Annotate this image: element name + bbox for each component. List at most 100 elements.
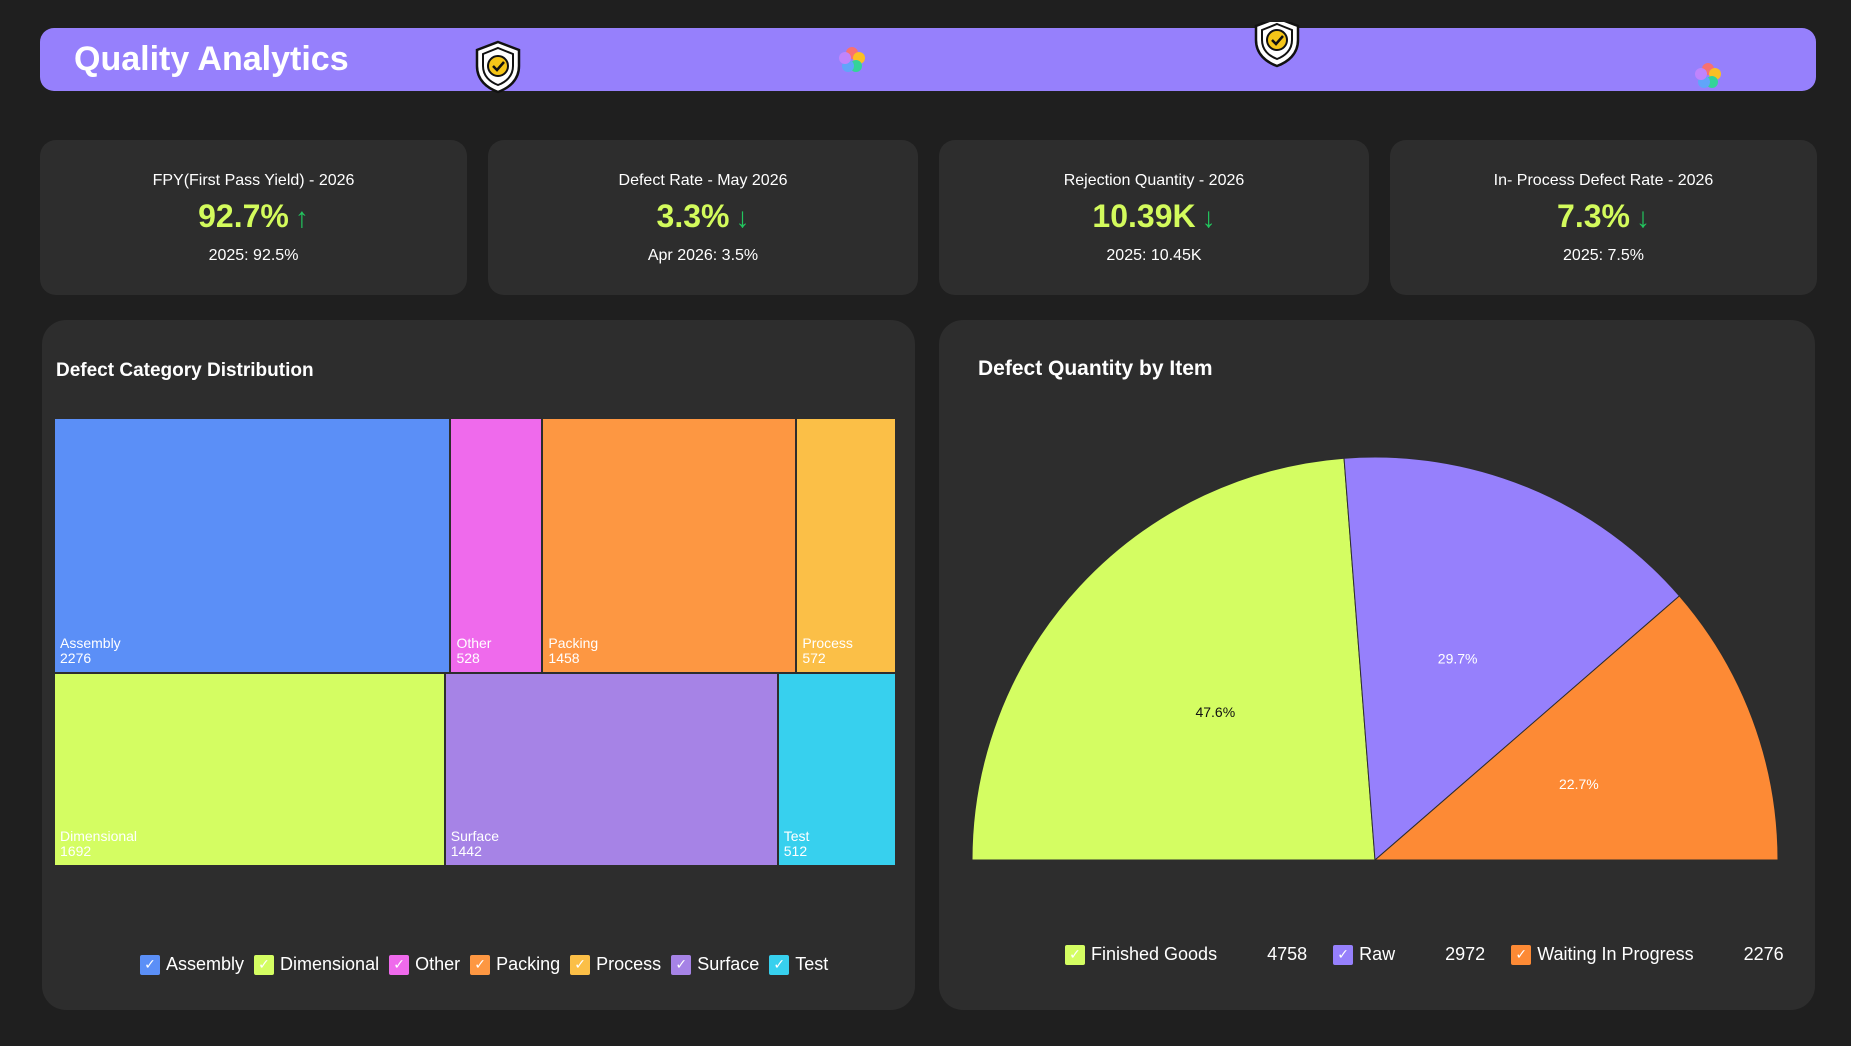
treemap-cell-label: Other 528 bbox=[456, 636, 491, 666]
treemap-category-value: 1458 bbox=[548, 650, 580, 667]
checkbox-icon[interactable]: ✓ bbox=[254, 954, 275, 975]
treemap-cell-label: Packing 1458 bbox=[548, 636, 598, 666]
treemap-category-value: 1692 bbox=[60, 842, 92, 859]
treemap-cell-dimensional[interactable]: Dimensional 1692 bbox=[54, 673, 445, 866]
checkbox-icon[interactable]: ✓ bbox=[1511, 944, 1532, 965]
treemap-cell-other[interactable]: Other 528 bbox=[450, 418, 543, 674]
kpi-title: FPY(First Pass Yield) - 2026 bbox=[152, 172, 355, 189]
treemap-cell-test[interactable]: Test 512 bbox=[777, 673, 896, 866]
legend-label: Other bbox=[415, 954, 461, 974]
legend-item-assembly[interactable]: ✓ Assembly bbox=[140, 954, 244, 975]
treemap-cell-label: Process 572 bbox=[802, 636, 853, 666]
arrow-down-icon: ↓ bbox=[735, 202, 750, 233]
pie-slice-raw[interactable] bbox=[1343, 456, 1681, 862]
legend-label: Raw bbox=[1359, 944, 1396, 964]
checkbox-icon[interactable]: ✓ bbox=[470, 954, 491, 975]
pie-slice-finished-goods[interactable] bbox=[971, 457, 1376, 861]
treemap-category-name: Dimensional bbox=[60, 827, 138, 844]
checkbox-icon[interactable]: ✓ bbox=[769, 954, 790, 975]
kpi-comparison: 2025: 10.45K bbox=[1106, 247, 1202, 264]
treemap-cell-label: Assembly 2276 bbox=[60, 636, 121, 666]
arrow-up-icon: ↑ bbox=[294, 202, 309, 233]
legend-item-packing[interactable]: ✓ Packing bbox=[470, 954, 560, 975]
flower-icon bbox=[839, 47, 865, 72]
checkbox-icon[interactable]: ✓ bbox=[1065, 944, 1085, 965]
treemap-category-value: 528 bbox=[456, 650, 480, 667]
shield-check-icon bbox=[475, 40, 521, 94]
legend-label: Finished Goods bbox=[1091, 944, 1218, 964]
legend-label: Test bbox=[795, 954, 829, 974]
legend-label: Surface bbox=[697, 954, 760, 974]
legend-label: Dimensional bbox=[280, 954, 380, 974]
treemap-category-name: Packing bbox=[548, 635, 599, 652]
legend-label: Packing bbox=[496, 954, 561, 974]
kpi-comparison: 2025: 7.5% bbox=[1563, 247, 1644, 264]
kpi-value-row: 10.39K ↓ bbox=[939, 198, 1369, 235]
kpi-value: 7.3% bbox=[1557, 198, 1630, 234]
kpi-value: 92.7% bbox=[198, 198, 289, 234]
legend-label: Process bbox=[596, 954, 662, 974]
legend-value: 2972 bbox=[1445, 944, 1486, 964]
page-title: Quality Analytics bbox=[74, 40, 349, 78]
pie-title: Defect Quantity by Item bbox=[978, 357, 1213, 380]
treemap-cell-label: Dimensional 1692 bbox=[60, 827, 138, 859]
treemap-category-value: 2276 bbox=[60, 650, 92, 667]
checkbox-icon[interactable]: ✓ bbox=[1333, 944, 1354, 965]
kpi-value-row: 92.7% ↑ bbox=[40, 198, 467, 235]
flower-icon bbox=[1695, 63, 1721, 88]
legend-item-surface[interactable]: ✓ Surface bbox=[671, 954, 759, 975]
treemap-category-value: 1442 bbox=[450, 842, 482, 859]
legend-item-waiting-in-progress[interactable]: ✓ Waiting In Progress 2276 bbox=[1511, 944, 1799, 965]
pie-panel: Defect Quantity by Item 47.6% 29.7% 22.7% … bbox=[939, 320, 1815, 1010]
treemap-category-name: Assembly bbox=[60, 635, 121, 652]
legend-label: Assembly bbox=[166, 954, 245, 974]
checkbox-icon[interactable]: ✓ bbox=[140, 954, 160, 975]
kpi-value-row: 3.3% ↓ bbox=[488, 198, 918, 235]
kpi-card-defect-rate: Defect Rate - May 2026 3.3% ↓ Apr 2026: 3… bbox=[488, 140, 918, 295]
pie-legend: ✓ Finished Goods 4758 ✓ Raw 2972 ✓ Waiting In P… bbox=[1065, 944, 1810, 965]
treemap-cell-label: Test 512 bbox=[783, 827, 810, 859]
legend-label: Waiting In Progress bbox=[1537, 944, 1694, 964]
pie-slice-waiting-in-progress[interactable] bbox=[1373, 595, 1779, 861]
checkbox-icon[interactable]: ✓ bbox=[389, 954, 410, 975]
treemap-cell-label: Surface 1442 bbox=[450, 827, 499, 859]
legend-item-test[interactable]: ✓ Test bbox=[769, 954, 828, 975]
treemap-category-name: Test bbox=[783, 827, 810, 844]
treemap-legend: ✓ Assembly ✓ Dimensional ✓ Other ✓ Packing ✓ Proc… bbox=[140, 954, 838, 975]
kpi-card-fpy: FPY(First Pass Yield) - 2026 92.7% ↑ 2025… bbox=[40, 140, 467, 295]
pie-chart: 47.6% 29.7% 22.7% bbox=[971, 456, 1779, 862]
treemap-category-name: Surface bbox=[450, 827, 499, 844]
kpi-title: In- Process Defect Rate - 2026 bbox=[1493, 172, 1714, 189]
pie-percent-label: 29.7% bbox=[1438, 651, 1478, 667]
treemap-chart: Assembly 2276 Other 528 Packing 1458 Process 57… bbox=[54, 418, 896, 866]
treemap-cell-process[interactable]: Process 572 bbox=[796, 418, 896, 674]
treemap-cell-packing[interactable]: Packing 1458 bbox=[542, 418, 797, 674]
kpi-value: 10.39K bbox=[1092, 198, 1196, 234]
kpi-comparison: 2025: 92.5% bbox=[208, 247, 299, 264]
legend-value: 4758 bbox=[1267, 944, 1308, 964]
shield-check-icon bbox=[1254, 22, 1300, 68]
kpi-card-in-process-defect-rate: In- Process Defect Rate - 2026 7.3% ↓ 202… bbox=[1390, 140, 1817, 295]
legend-value: 2276 bbox=[1743, 944, 1784, 964]
kpi-card-rejection-quantity: Rejection Quantity - 2026 10.39K ↓ 2025: … bbox=[939, 140, 1369, 295]
treemap-title: Defect Category Distribution bbox=[56, 360, 314, 381]
treemap-category-value: 572 bbox=[802, 650, 826, 667]
treemap-cell-assembly[interactable]: Assembly 2276 bbox=[54, 418, 451, 674]
header-bar: Quality Analytics bbox=[40, 22, 1816, 94]
checkbox-icon[interactable]: ✓ bbox=[570, 954, 591, 975]
treemap-category-name: Other bbox=[456, 635, 492, 652]
kpi-value-row: 7.3% ↓ bbox=[1390, 198, 1817, 235]
legend-item-process[interactable]: ✓ Process bbox=[570, 954, 661, 975]
checkbox-icon[interactable]: ✓ bbox=[671, 954, 692, 975]
legend-item-dimensional[interactable]: ✓ Dimensional bbox=[254, 954, 379, 975]
arrow-down-icon: ↓ bbox=[1635, 202, 1650, 233]
kpi-title: Rejection Quantity - 2026 bbox=[1063, 172, 1245, 189]
treemap-cell-surface[interactable]: Surface 1442 bbox=[444, 673, 778, 866]
legend-item-finished-goods[interactable]: ✓ Finished Goods 4758 bbox=[1065, 944, 1323, 965]
kpi-title: Defect Rate - May 2026 bbox=[618, 172, 788, 189]
legend-item-other[interactable]: ✓ Other bbox=[389, 954, 460, 975]
legend-item-raw[interactable]: ✓ Raw 2972 bbox=[1333, 944, 1501, 965]
treemap-category-name: Process bbox=[802, 635, 853, 652]
kpi-value: 3.3% bbox=[656, 198, 730, 234]
kpi-comparison: Apr 2026: 3.5% bbox=[647, 247, 759, 264]
